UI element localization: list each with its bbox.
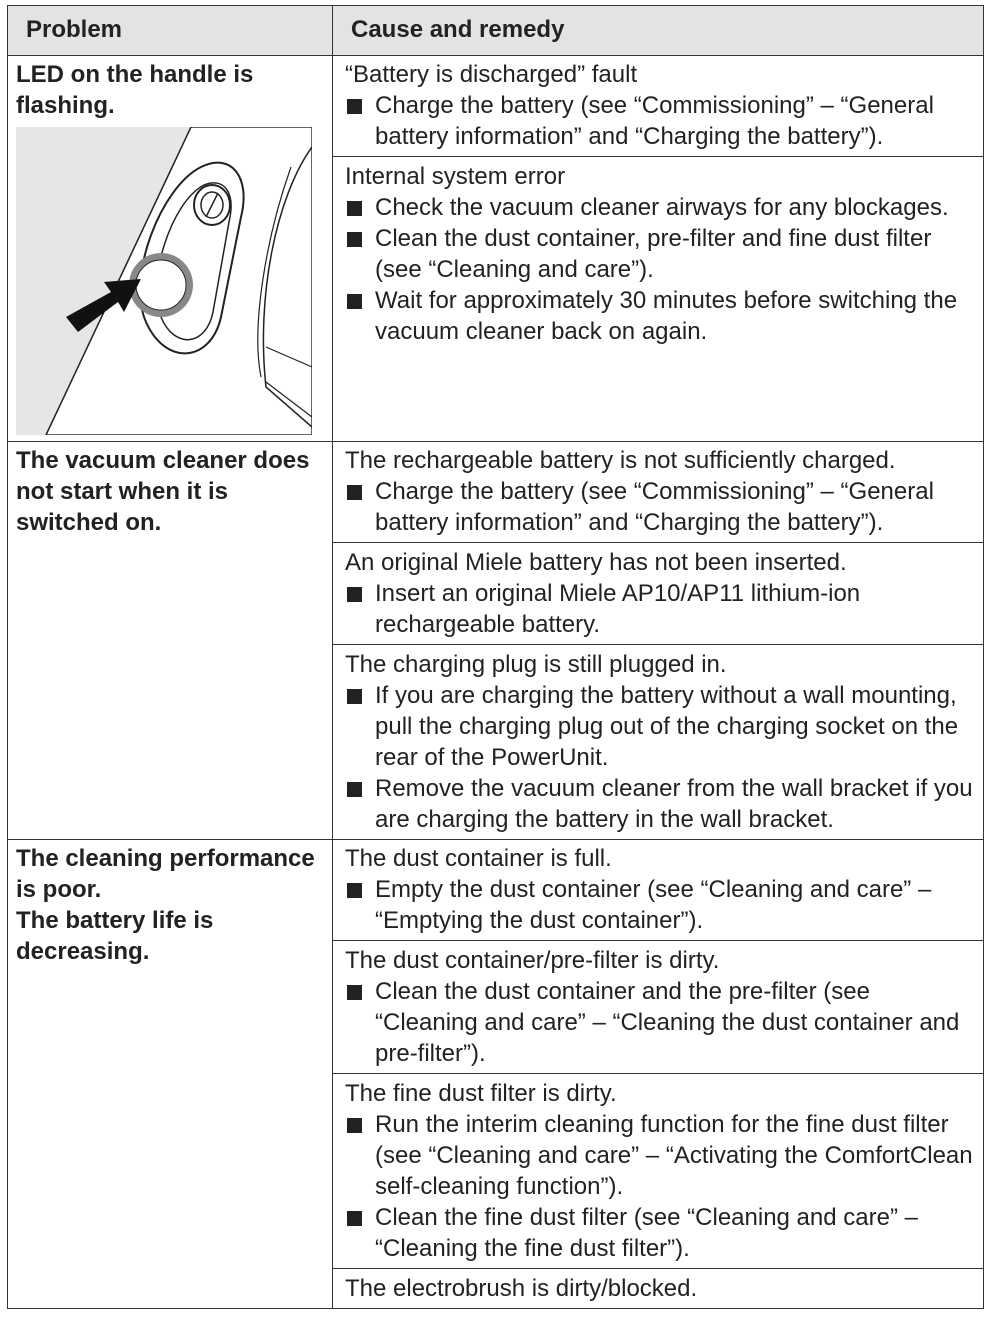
cause-block: The rechargeable battery is not sufficie… (345, 445, 973, 538)
remedy-item: Remove the vacuum cleaner from the wall … (345, 773, 973, 835)
cause-block: Internal system error Check the vacuum cl… (333, 156, 983, 347)
header-problem: Problem (7, 5, 333, 56)
remedy-item: Insert an original Miele AP10/AP11 lithi… (345, 578, 973, 640)
problem-text: The vacuum cleaner does not start when i… (16, 447, 310, 536)
cause-title: The rechargeable battery is not sufficie… (345, 447, 896, 474)
cause-title: The charging plug is still plugged in. (345, 651, 727, 678)
problem-text: The battery life is decreasing. (16, 907, 214, 965)
remedy-item: Charge the battery (see “Commissioning” … (345, 476, 973, 538)
problem-cell: LED on the handle is flashing. (7, 55, 333, 442)
cause-block: The fine dust filter is dirty. Run the in… (333, 1073, 983, 1264)
cause-title: “Battery is discharged” fault (345, 61, 638, 88)
cause-title: The fine dust filter is dirty. (345, 1080, 617, 1107)
cause-cell: The rechargeable battery is not sufficie… (332, 441, 984, 840)
remedy-item: Empty the dust container (see “Cleaning … (345, 874, 973, 936)
table-row: The vacuum cleaner does not start when i… (7, 441, 984, 840)
remedy-item: Clean the dust container and the pre-fil… (345, 976, 973, 1069)
cause-block: The dust container/pre-filter is dirty. C… (333, 940, 983, 1069)
table-row: LED on the handle is flashing. “Battery … (7, 55, 984, 442)
cause-block: The charging plug is still plugged in. If… (333, 644, 983, 835)
cause-title: The dust container/pre-filter is dirty. (345, 947, 720, 974)
problem-cell: The vacuum cleaner does not start when i… (7, 441, 333, 840)
problem-text: The cleaning performance is poor. (16, 845, 315, 903)
remedy-item: Run the interim cleaning function for th… (345, 1109, 973, 1202)
remedy-item: Wait for approximately 30 minutes before… (345, 285, 973, 347)
cause-block: The dust container is full. Empty the dus… (345, 843, 973, 936)
cause-title: Internal system error (345, 163, 566, 190)
remedy-item: If you are charging the battery without … (345, 680, 973, 773)
cause-title: The electrobrush is dirty/blocked. (345, 1275, 698, 1302)
cause-title: An original Miele battery has not been i… (345, 549, 847, 576)
cause-cell: The dust container is full. Empty the dus… (332, 839, 984, 1309)
remedy-item: Clean the fine dust filter (see “Cleanin… (345, 1202, 973, 1264)
cause-block: “Battery is discharged” fault Charge the … (345, 59, 973, 152)
table-row: The cleaning performance is poor. The bat… (7, 839, 984, 1309)
cause-block: The electrobrush is dirty/blocked. (333, 1268, 983, 1304)
problem-text: LED on the handle is flashing. (16, 61, 254, 119)
handle-illustration (16, 127, 312, 435)
remedy-item: Clean the dust container, pre-filter and… (345, 223, 973, 285)
remedy-item: Check the vacuum cleaner airways for any… (345, 192, 973, 223)
cause-title: The dust container is full. (345, 845, 612, 872)
troubleshooting-table: Problem Cause and remedy LED on the hand… (7, 5, 984, 1309)
problem-cell: The cleaning performance is poor. The bat… (7, 839, 333, 1309)
cause-block: An original Miele battery has not been i… (333, 542, 983, 640)
cause-cell: “Battery is discharged” fault Charge the … (332, 55, 984, 442)
remedy-item: Charge the battery (see “Commissioning” … (345, 90, 973, 152)
header-cause: Cause and remedy (332, 5, 984, 56)
